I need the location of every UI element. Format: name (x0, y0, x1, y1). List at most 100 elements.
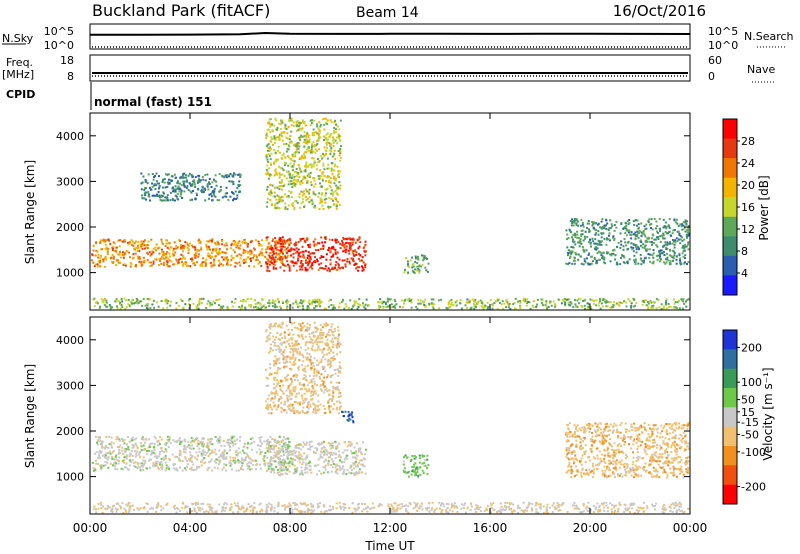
data-point (274, 300, 277, 303)
data-point (226, 261, 229, 264)
data-point (287, 454, 290, 457)
data-point (272, 257, 275, 259)
data-point (266, 377, 269, 380)
data-point (159, 436, 162, 439)
data-point (330, 189, 333, 192)
data-point (272, 468, 275, 470)
data-point (122, 453, 125, 455)
data-point (167, 446, 170, 448)
data-point (264, 306, 266, 309)
data-point (566, 238, 568, 241)
data-point (212, 261, 215, 264)
data-point (126, 443, 128, 446)
data-point (252, 306, 255, 309)
data-point (184, 174, 187, 177)
data-point (355, 442, 358, 445)
data-point (92, 249, 95, 252)
data-point (266, 450, 269, 453)
data-point (305, 166, 308, 169)
data-point (250, 467, 253, 470)
data-point (663, 251, 665, 253)
data-point (146, 247, 149, 250)
data-point (180, 244, 182, 247)
data-point (333, 169, 336, 172)
data-point (336, 464, 339, 467)
data-point (211, 239, 213, 242)
data-point (296, 250, 299, 253)
data-point (250, 252, 253, 255)
data-point (278, 471, 281, 474)
data-point (104, 454, 107, 457)
data-point (301, 397, 304, 400)
data-point (230, 435, 233, 438)
data-point (93, 452, 96, 455)
data-point (298, 181, 301, 184)
data-point (232, 442, 234, 445)
data-point (166, 194, 169, 197)
data-point (320, 443, 323, 446)
data-point (406, 260, 409, 263)
data-point (269, 406, 272, 409)
data-point (268, 465, 271, 468)
data-point (113, 464, 116, 467)
data-point (307, 136, 310, 139)
data-point (242, 260, 245, 262)
data-point (337, 455, 340, 458)
data-point (531, 304, 534, 307)
data-point (286, 340, 289, 343)
data-point (604, 298, 607, 301)
data-point (303, 206, 305, 208)
data-point (297, 144, 299, 147)
data-point (219, 262, 222, 265)
data-point (313, 321, 316, 324)
data-point (186, 465, 189, 468)
data-point (321, 241, 324, 244)
data-point (281, 139, 284, 142)
data-point (258, 307, 261, 310)
data-point (313, 392, 315, 395)
data-point (238, 469, 240, 472)
data-point (480, 305, 483, 308)
data-point (167, 466, 170, 469)
data-point (353, 300, 356, 303)
data-point (310, 440, 313, 443)
data-point (288, 237, 291, 240)
data-point (430, 302, 433, 305)
data-point (604, 262, 607, 265)
data-point (295, 262, 298, 265)
data-point (333, 126, 336, 129)
data-point (220, 444, 223, 447)
data-point (344, 441, 347, 444)
data-point (352, 238, 355, 241)
data-point (662, 236, 665, 239)
data-point (579, 298, 582, 301)
data-point (339, 184, 342, 187)
data-point (632, 220, 635, 223)
data-point (135, 452, 138, 455)
data-point (198, 253, 201, 256)
data-point (274, 304, 277, 307)
data-point (225, 457, 228, 459)
data-point (180, 247, 183, 250)
data-point (287, 462, 290, 465)
data-point (318, 177, 321, 180)
data-point (338, 366, 341, 369)
data-point (298, 443, 301, 446)
data-point (331, 169, 334, 172)
data-point (641, 246, 644, 249)
data-point (337, 172, 340, 175)
data-point (619, 232, 622, 235)
power-scatter-layer (91, 117, 690, 310)
data-point (335, 241, 338, 244)
data-point (122, 254, 125, 257)
data-point (286, 305, 289, 308)
data-point (318, 121, 321, 124)
data-point (311, 143, 313, 146)
data-point (268, 324, 271, 327)
colorbar-segment (723, 177, 737, 198)
data-point (341, 467, 344, 470)
data-point (278, 176, 281, 179)
data-point (509, 307, 512, 310)
data-point (362, 261, 365, 264)
data-point (306, 467, 309, 470)
